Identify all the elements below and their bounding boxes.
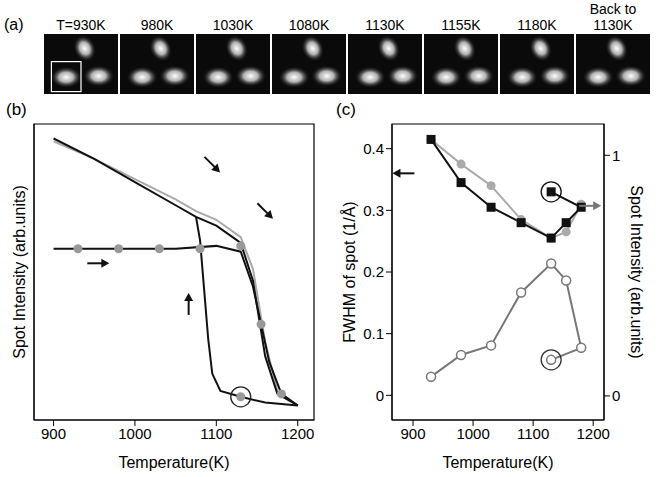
svg-text:Temperature(K): Temperature(K) — [442, 454, 553, 471]
svg-text:1100: 1100 — [517, 425, 549, 442]
svg-text:0: 0 — [376, 387, 384, 404]
html-text:(a): (a) — [4, 16, 24, 33]
html-text:1030K: 1030K — [212, 16, 254, 33]
svg-text:900: 900 — [41, 425, 66, 442]
svg-text:0.3: 0.3 — [363, 202, 384, 219]
svg-text:Spot Intensity (arb.units): Spot Intensity (arb.units) — [628, 185, 645, 358]
svg-text:1: 1 — [612, 147, 620, 164]
html-text:980K: 980K — [140, 16, 174, 33]
svg-text:Spot Intensity (arb.units): Spot Intensity (arb.units) — [11, 185, 28, 358]
svg-text:1200: 1200 — [281, 425, 314, 442]
svg-text:1200: 1200 — [577, 425, 610, 442]
svg-text:0.4: 0.4 — [363, 140, 384, 157]
svg-text:Temperature(K): Temperature(K) — [118, 454, 229, 471]
svg-text:0.2: 0.2 — [363, 263, 384, 280]
html-text:1080K: 1080K — [288, 16, 330, 33]
svg-text:0: 0 — [612, 387, 620, 404]
html-text:1155K: 1155K — [441, 16, 481, 33]
html-text:1130K: 1130K — [365, 16, 405, 33]
html-text:1180K: 1180K — [517, 16, 557, 33]
svg-text:FWHM of spot (1/Å): FWHM of spot (1/Å) — [340, 201, 358, 342]
svg-text:0.1: 0.1 — [363, 325, 384, 342]
svg-text:1000: 1000 — [456, 425, 489, 442]
html-text:T=930K: T=930K — [56, 16, 106, 33]
html-text:(b): (b) — [6, 100, 27, 119]
html-text:(c): (c) — [336, 100, 356, 119]
svg-text:900: 900 — [401, 425, 426, 442]
svg-text:1100: 1100 — [200, 425, 232, 442]
svg-text:1000: 1000 — [118, 425, 151, 442]
html-text:Back to 1130K: Back to 1130K — [589, 1, 637, 33]
